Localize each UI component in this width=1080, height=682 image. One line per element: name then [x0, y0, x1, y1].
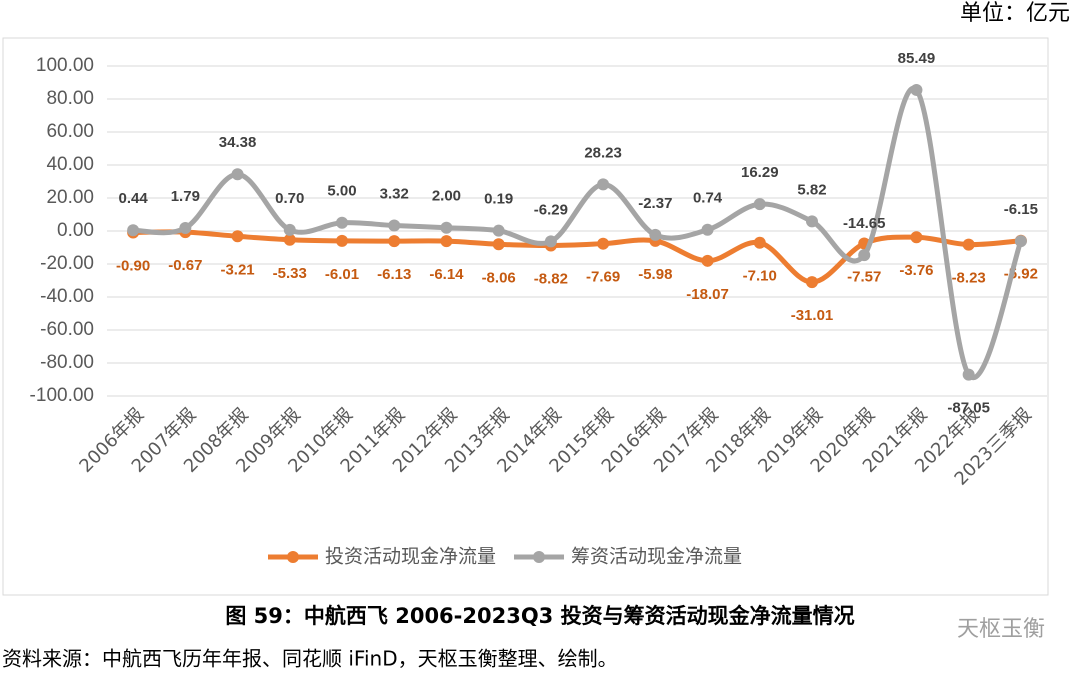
data-point	[858, 249, 871, 262]
y-tick-label: 100.00	[36, 55, 94, 76]
data-label: 2.00	[432, 188, 461, 205]
data-point	[753, 198, 766, 211]
data-label: -7.10	[743, 268, 777, 285]
unit-label: 单位：亿元	[960, 1, 1070, 26]
data-point	[701, 254, 714, 267]
data-label: 5.00	[327, 183, 356, 200]
data-point	[597, 237, 610, 250]
source: 资料来源：中航西飞历年年报、同花顺 iFinD，天枢玉衡整理、绘制。	[2, 647, 618, 671]
data-label: -2.37	[638, 195, 672, 212]
series-line	[133, 229, 1022, 285]
data-point	[649, 228, 662, 241]
data-label: -5.98	[638, 266, 672, 283]
data-point	[388, 235, 401, 248]
y-tick-label: 60.00	[46, 121, 94, 142]
data-point	[806, 215, 818, 228]
data-point	[336, 234, 348, 247]
data-label: -87.05	[947, 400, 990, 417]
data-point	[440, 235, 453, 248]
data-label: 0.74	[693, 190, 723, 207]
legend-label: 投资活动现金净流量	[325, 546, 496, 568]
data-label: -8.82	[534, 271, 568, 288]
y-tick-label: -100.00	[30, 385, 94, 406]
legend-marker	[533, 551, 546, 563]
data-point	[962, 368, 975, 381]
data-label: 34.38	[219, 134, 257, 151]
watermark: 天枢玉衡	[957, 617, 1045, 642]
data-point	[1014, 235, 1027, 248]
data-point	[231, 168, 244, 181]
chart-border	[2, 37, 1049, 596]
data-label: -6.15	[1004, 201, 1038, 218]
y-tick-label: 20.00	[46, 187, 94, 208]
data-label: -7.69	[586, 269, 620, 286]
data-label: 0.70	[275, 190, 304, 207]
data-label: 0.19	[484, 191, 513, 208]
y-tick-label: -40.00	[40, 286, 94, 307]
legend-marker	[287, 551, 299, 563]
data-label: -14.65	[843, 215, 886, 232]
data-label: 28.23	[584, 144, 622, 161]
data-label: -6.29	[534, 201, 568, 218]
data-point	[231, 230, 244, 243]
data-point	[701, 223, 714, 236]
data-label: 3.32	[380, 185, 409, 202]
data-label: 0.44	[119, 190, 149, 207]
data-label: 1.79	[171, 188, 200, 205]
data-label: -31.01	[791, 307, 834, 324]
data-label: -0.67	[168, 257, 202, 274]
data-label: -5.33	[273, 265, 307, 282]
data-point	[544, 235, 557, 248]
y-tick-label: 80.00	[46, 88, 94, 109]
data-point	[283, 223, 296, 236]
data-label: -8.06	[482, 269, 516, 286]
data-label: 16.29	[741, 164, 779, 181]
data-point	[283, 233, 296, 246]
data-label: -3.76	[899, 262, 933, 279]
y-tick-label: -80.00	[40, 352, 94, 373]
data-point	[492, 238, 505, 251]
data-label: -3.21	[220, 261, 254, 278]
data-point	[910, 83, 923, 96]
data-point	[806, 276, 818, 289]
data-point	[962, 238, 975, 251]
y-tick-label: 0.00	[57, 220, 94, 241]
data-label: -8.23	[952, 270, 986, 287]
legend-label: 筹资活动现金净流量	[571, 546, 742, 568]
data-point	[440, 221, 453, 234]
data-point	[492, 224, 505, 237]
data-point	[179, 222, 192, 235]
data-label: 5.82	[797, 181, 826, 198]
data-point	[127, 224, 140, 237]
data-point	[753, 236, 766, 249]
data-label: -7.57	[847, 268, 881, 285]
data-point	[597, 178, 610, 191]
y-tick-label: 40.00	[46, 154, 94, 175]
data-label: -18.07	[686, 286, 729, 303]
data-point	[336, 216, 348, 229]
data-label: -0.90	[116, 257, 150, 274]
y-tick-label: -20.00	[40, 253, 94, 274]
data-label: -6.01	[325, 266, 359, 283]
y-tick-label: -60.00	[40, 319, 94, 340]
data-label: 85.49	[898, 50, 936, 67]
data-label: -6.13	[377, 266, 411, 283]
data-label: -6.14	[429, 266, 464, 283]
data-point	[388, 219, 401, 232]
caption: 图 59：中航西飞 2006-2023Q3 投资与筹资活动现金净流量情况	[225, 604, 854, 628]
data-point	[910, 231, 923, 244]
